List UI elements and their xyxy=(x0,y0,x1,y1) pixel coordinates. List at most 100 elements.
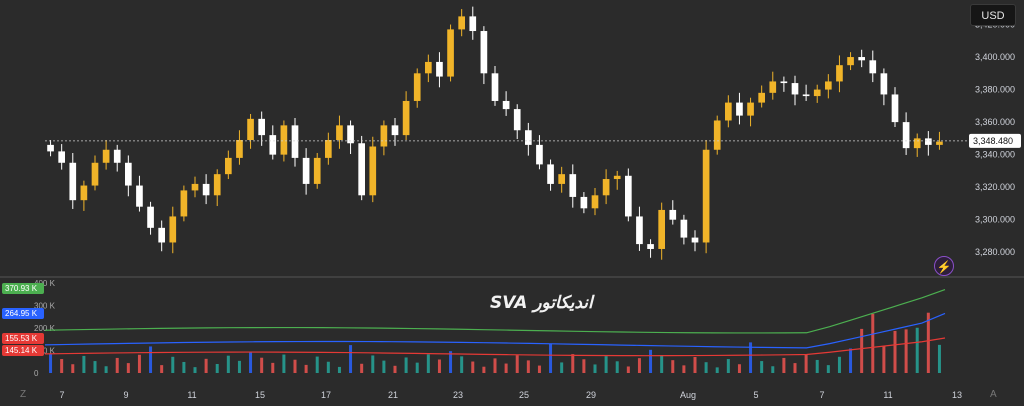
volume-value-label: 155.53 K xyxy=(5,334,38,343)
candle xyxy=(580,192,588,214)
volume-bar xyxy=(504,363,508,373)
volume-bar xyxy=(649,349,653,373)
candle-body xyxy=(869,60,877,74)
volume-bar xyxy=(715,367,719,373)
candle-body xyxy=(147,206,154,228)
candle-body xyxy=(213,174,221,196)
candle-body xyxy=(402,100,410,136)
candle xyxy=(291,118,299,167)
volume-bar xyxy=(326,361,330,373)
volume-bar xyxy=(282,354,286,373)
volume-bar xyxy=(393,365,397,373)
candle xyxy=(480,26,488,85)
candle-body xyxy=(891,94,899,123)
candle xyxy=(758,85,765,108)
candle xyxy=(191,176,199,198)
candle-body xyxy=(858,57,865,61)
candle xyxy=(80,180,88,211)
candle-body xyxy=(258,118,265,136)
candle-body xyxy=(791,83,799,95)
candle-body xyxy=(491,73,499,101)
volume-bar xyxy=(349,345,353,373)
volume-axis-tick: 200 K xyxy=(34,324,56,333)
candle xyxy=(625,168,632,222)
price-axis-tick: 3,300.000 xyxy=(975,215,1015,225)
candle xyxy=(691,230,699,252)
candle-body xyxy=(613,175,621,180)
candle xyxy=(613,170,621,190)
volume-bar xyxy=(860,328,864,373)
time-axis-tick: 11 xyxy=(187,390,196,400)
time-axis-tick: 9 xyxy=(123,390,128,400)
volume-bar xyxy=(93,361,97,373)
candle xyxy=(936,131,943,150)
candle xyxy=(791,75,799,106)
candle-body xyxy=(380,125,388,147)
volume-bar xyxy=(726,359,730,373)
candle-body xyxy=(413,73,421,101)
volume-bar xyxy=(226,355,230,373)
candle-body xyxy=(280,125,288,155)
candle xyxy=(702,140,710,254)
volume-bar xyxy=(404,357,408,373)
candle-body xyxy=(702,149,710,243)
candle-body xyxy=(136,185,143,207)
candle xyxy=(113,144,121,172)
candle-body xyxy=(769,81,777,93)
candle-body xyxy=(180,190,188,217)
candle xyxy=(202,174,210,205)
candle xyxy=(747,97,754,127)
candle xyxy=(458,9,465,37)
volume-bar xyxy=(415,362,419,373)
volume-bar xyxy=(104,366,108,373)
volume-bar xyxy=(60,359,64,373)
volume-bar xyxy=(915,327,919,373)
candle-body xyxy=(469,16,477,32)
candle xyxy=(302,148,310,195)
last-price-label-bg xyxy=(969,133,1021,148)
zoom-reset-label[interactable]: Z xyxy=(20,389,27,400)
volume-axis-tick: 300 K xyxy=(34,302,56,311)
candle xyxy=(558,166,565,193)
volume-bar xyxy=(315,356,319,373)
candle-body xyxy=(625,175,632,217)
candle-body xyxy=(91,162,99,186)
candle-body xyxy=(436,61,443,77)
currency-button[interactable]: USD xyxy=(970,4,1016,26)
volume-bar xyxy=(126,363,130,373)
candle xyxy=(91,155,99,191)
volume-bar xyxy=(204,358,208,373)
candle xyxy=(225,150,232,180)
candle-body xyxy=(780,81,788,84)
volume-bar xyxy=(437,359,441,373)
time-axis-tick: 17 xyxy=(321,390,331,400)
volume-bar xyxy=(526,360,530,373)
candle-body xyxy=(813,89,821,97)
lightning-icon[interactable]: ⚡ xyxy=(934,256,954,276)
volume-bar xyxy=(426,354,430,373)
candle-body xyxy=(247,118,254,140)
volume-bar xyxy=(837,356,841,373)
candle xyxy=(891,87,899,127)
candle xyxy=(402,91,410,140)
volume-bar xyxy=(182,361,186,373)
candle xyxy=(880,68,888,106)
volume-bar xyxy=(760,361,764,373)
candle xyxy=(325,132,332,165)
candle xyxy=(658,202,665,260)
volume-bar xyxy=(804,354,808,373)
candle xyxy=(569,164,577,208)
candle xyxy=(513,104,521,140)
candle xyxy=(102,140,110,170)
volume-bar xyxy=(593,364,597,373)
candle xyxy=(158,220,165,252)
candle-body xyxy=(547,164,554,184)
auto-scale-label[interactable]: A xyxy=(990,389,997,400)
indicator-line-blue xyxy=(44,312,946,349)
candle xyxy=(847,52,854,71)
candle xyxy=(669,200,677,225)
candle xyxy=(313,153,321,189)
price-axis-tick: 3,400.000 xyxy=(975,52,1015,62)
volume-bar xyxy=(460,356,464,373)
